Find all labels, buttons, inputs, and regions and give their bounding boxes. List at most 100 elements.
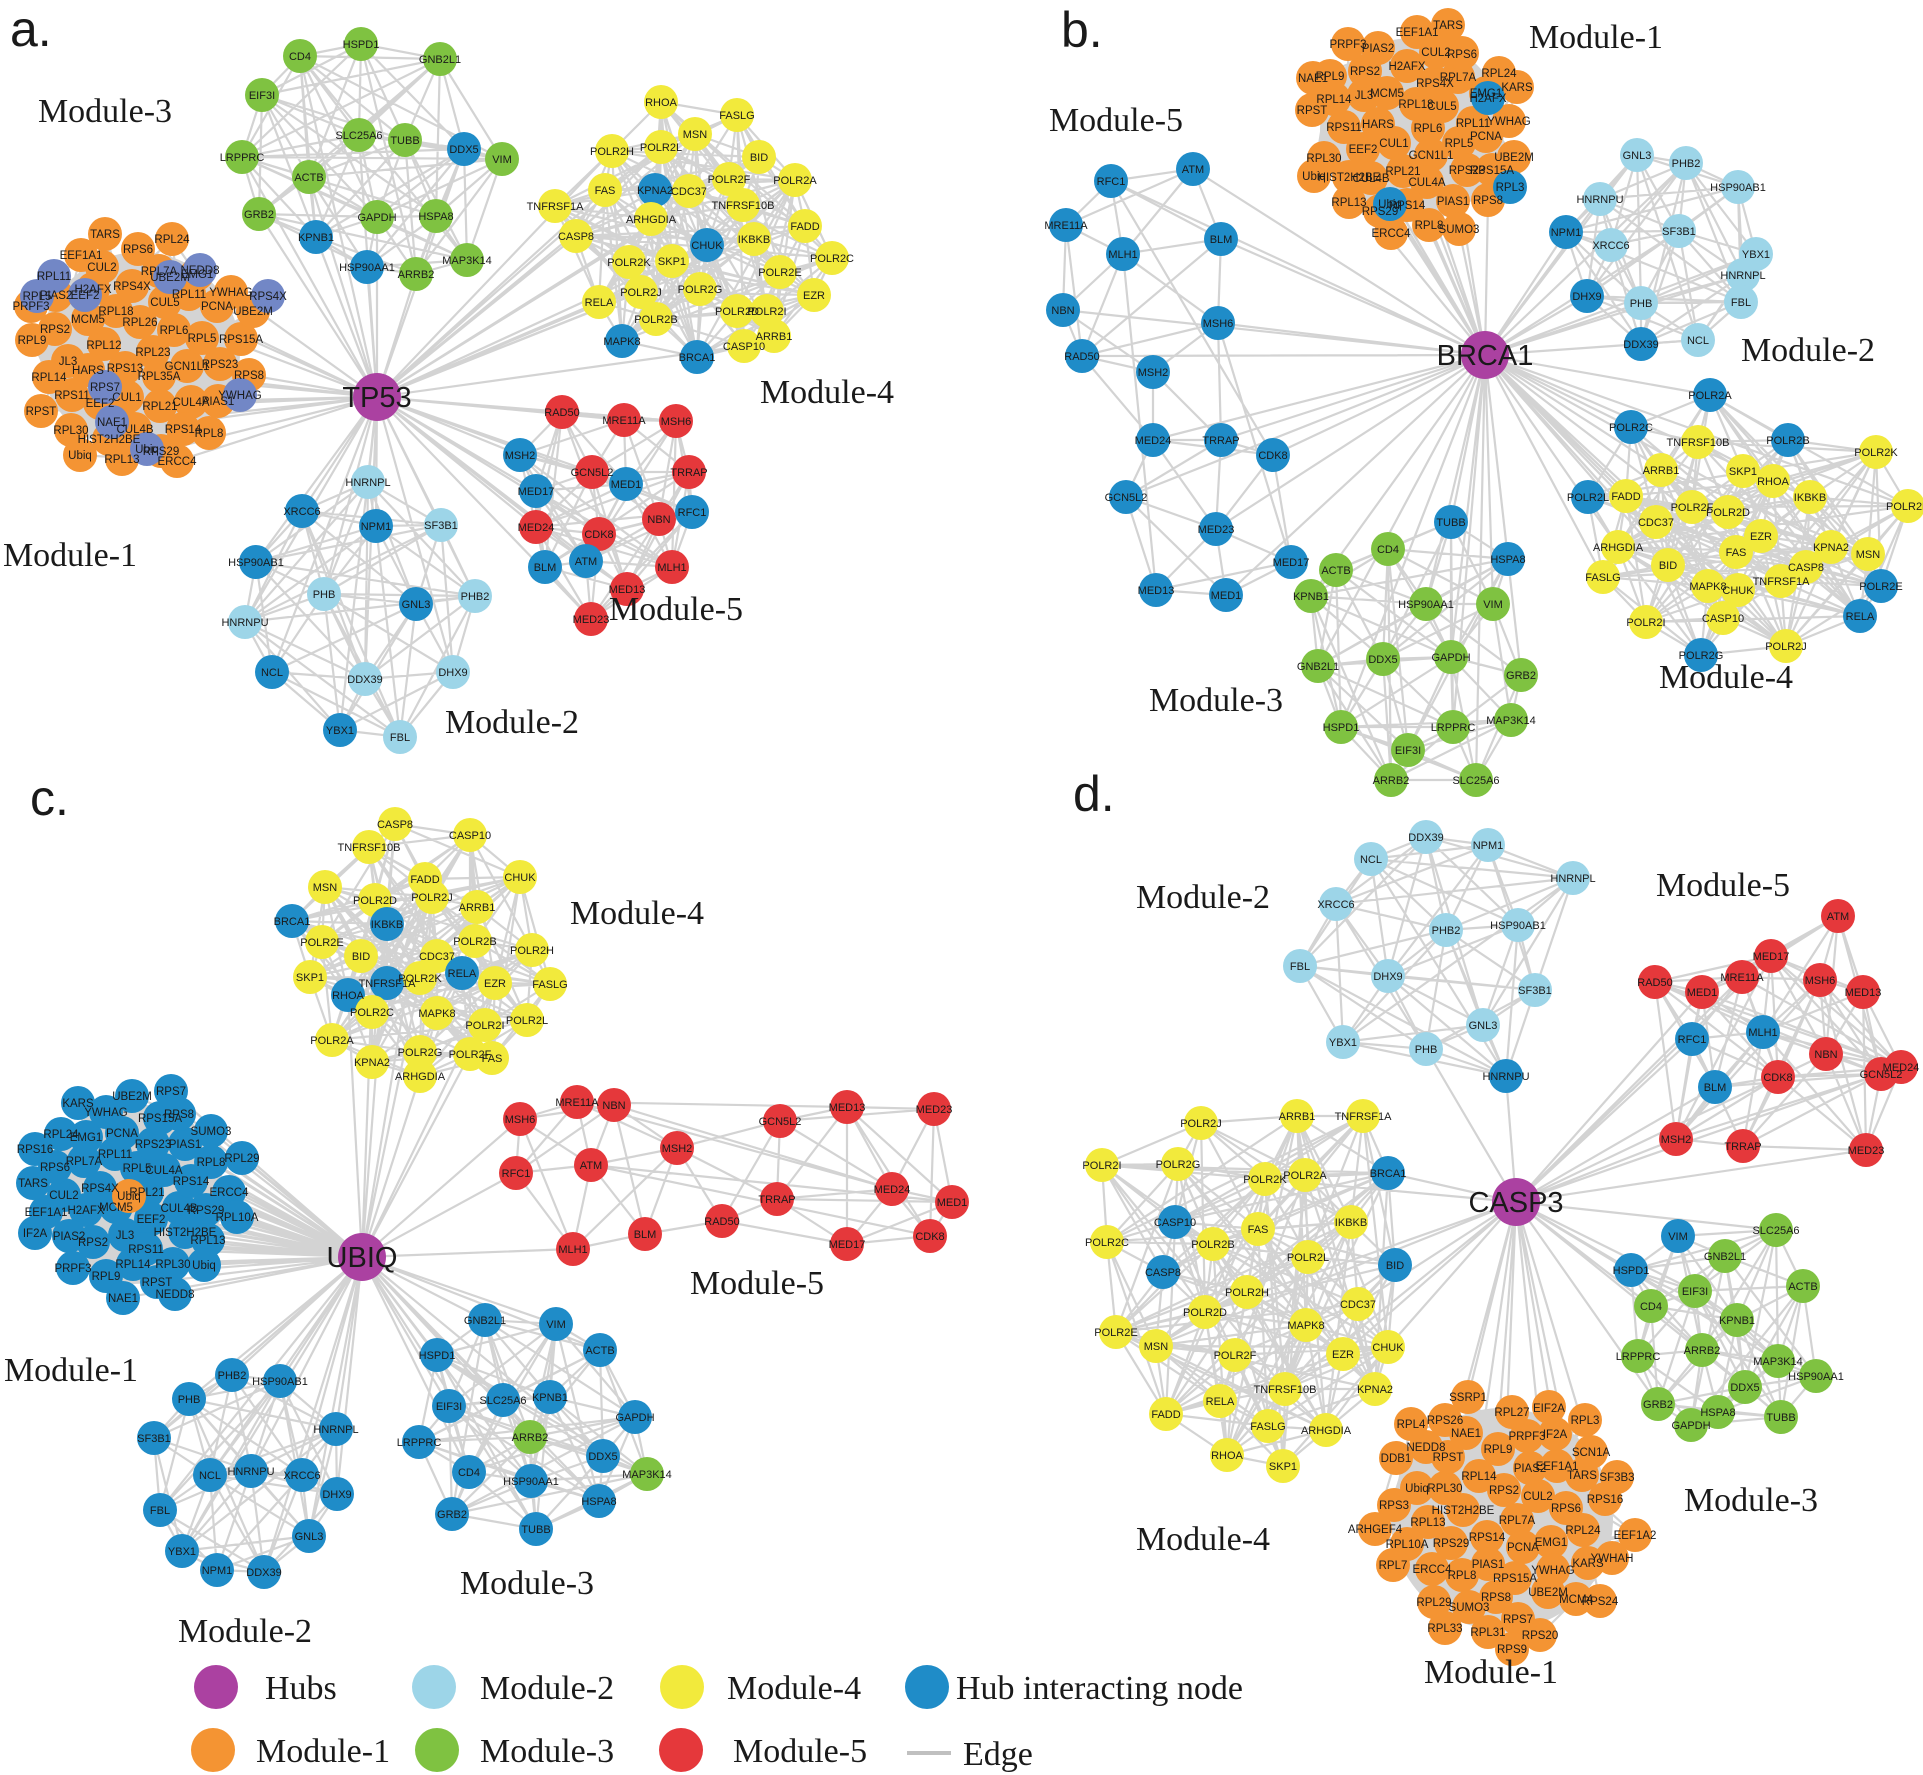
svg-text:FADD: FADD <box>1151 1409 1180 1421</box>
svg-text:SF3B1: SF3B1 <box>1518 985 1552 997</box>
svg-text:TRRAP: TRRAP <box>670 467 707 479</box>
svg-text:HNRNPU: HNRNPU <box>227 1466 274 1478</box>
svg-text:RPS20: RPS20 <box>1522 1630 1558 1642</box>
svg-text:HARS: HARS <box>72 365 104 377</box>
svg-text:RPL7A: RPL7A <box>141 266 178 278</box>
svg-text:UBE2M: UBE2M <box>1494 152 1534 164</box>
svg-text:POLR2B: POLR2B <box>453 936 496 948</box>
svg-text:HSP90AA1: HSP90AA1 <box>503 1476 559 1488</box>
svg-text:GRB2: GRB2 <box>1506 670 1536 682</box>
svg-text:ARRB2: ARRB2 <box>512 1432 549 1444</box>
svg-text:CHUK: CHUK <box>1372 1342 1404 1354</box>
svg-text:GAPDH: GAPDH <box>357 212 396 224</box>
svg-text:HNRNPL: HNRNPL <box>1720 270 1765 282</box>
svg-text:EEF1A2: EEF1A2 <box>1614 1530 1657 1542</box>
svg-text:RPL24: RPL24 <box>1565 1525 1601 1537</box>
svg-text:DDX5: DDX5 <box>588 1451 617 1463</box>
svg-text:RPS4X: RPS4X <box>1416 78 1454 90</box>
svg-text:Module-3: Module-3 <box>460 1565 594 1602</box>
svg-text:RPS16: RPS16 <box>1587 1494 1623 1506</box>
svg-text:RPL27: RPL27 <box>1494 1407 1529 1419</box>
svg-text:FADD: FADD <box>790 221 819 233</box>
svg-text:TNFRSF1A: TNFRSF1A <box>359 978 417 990</box>
svg-text:RPL26: RPL26 <box>122 317 157 329</box>
svg-text:POLR2D: POLR2D <box>353 895 397 907</box>
svg-text:Module-5: Module-5 <box>1049 102 1183 139</box>
svg-text:POLR2L: POLR2L <box>506 1015 548 1027</box>
svg-text:POLR2C: POLR2C <box>1085 1237 1129 1249</box>
svg-text:MLH1: MLH1 <box>657 562 686 574</box>
svg-text:RPS8: RPS8 <box>164 1109 194 1121</box>
svg-text:TNFRSF1A: TNFRSF1A <box>1753 576 1811 588</box>
svg-text:MSN: MSN <box>1144 1341 1169 1353</box>
svg-text:Module-4: Module-4 <box>1659 659 1793 696</box>
svg-text:Module-4: Module-4 <box>727 1670 861 1707</box>
svg-text:PHB2: PHB2 <box>1432 925 1461 937</box>
svg-text:TARS: TARS <box>90 229 120 241</box>
svg-text:SCN1A: SCN1A <box>1572 1447 1611 1459</box>
svg-text:CDK8: CDK8 <box>1258 450 1287 462</box>
svg-text:YWHAH: YWHAH <box>1591 1553 1634 1565</box>
svg-text:MED17: MED17 <box>829 1239 866 1251</box>
svg-text:NAE1: NAE1 <box>108 1293 138 1305</box>
svg-text:RHOA: RHOA <box>1757 476 1789 488</box>
svg-text:TNFRSF1A: TNFRSF1A <box>1335 1111 1393 1123</box>
svg-text:Ubiq: Ubiq <box>117 1191 141 1203</box>
svg-text:CUL2: CUL2 <box>1523 1491 1552 1503</box>
svg-text:POLR2I: POLR2I <box>465 1020 504 1032</box>
svg-text:FBL: FBL <box>390 732 410 744</box>
svg-text:EEF1A1: EEF1A1 <box>1396 27 1439 39</box>
svg-text:RAD50: RAD50 <box>704 1216 739 1228</box>
svg-text:MSH2: MSH2 <box>1138 367 1169 379</box>
svg-text:RPS8: RPS8 <box>234 370 264 382</box>
svg-text:DDX39: DDX39 <box>1408 832 1443 844</box>
svg-text:POLR2B: POLR2B <box>1766 435 1809 447</box>
svg-text:CUL2: CUL2 <box>49 1190 78 1202</box>
svg-text:DHX9: DHX9 <box>1572 291 1601 303</box>
svg-text:POLR2B: POLR2B <box>1191 1239 1234 1251</box>
svg-text:PHB2: PHB2 <box>1672 158 1701 170</box>
svg-text:UBE2M: UBE2M <box>150 272 190 284</box>
svg-text:CASP10: CASP10 <box>723 341 765 353</box>
svg-text:RPL11: RPL11 <box>1456 118 1490 130</box>
svg-text:GCN5L2: GCN5L2 <box>1860 1069 1903 1081</box>
svg-text:MSN: MSN <box>313 882 338 894</box>
svg-text:KARS: KARS <box>62 1098 94 1110</box>
svg-text:FBL: FBL <box>150 1505 170 1517</box>
svg-text:MED24: MED24 <box>518 522 555 534</box>
svg-text:RPS6: RPS6 <box>123 244 153 256</box>
svg-text:NCL: NCL <box>1360 854 1382 866</box>
svg-text:RPL21: RPL21 <box>142 401 177 413</box>
svg-text:CDC37: CDC37 <box>671 186 707 198</box>
svg-text:Module-4: Module-4 <box>760 374 894 411</box>
svg-text:HSP90AA1: HSP90AA1 <box>339 262 395 274</box>
svg-text:GNB2L1: GNB2L1 <box>419 54 461 66</box>
svg-text:RPS14: RPS14 <box>165 424 202 436</box>
svg-text:POLR2L: POLR2L <box>1287 1252 1329 1264</box>
svg-text:MED23: MED23 <box>1198 524 1235 536</box>
svg-text:CUL5: CUL5 <box>1427 101 1456 113</box>
svg-text:RPST: RPST <box>1433 1452 1464 1464</box>
svg-text:CASP10: CASP10 <box>1154 1217 1196 1229</box>
svg-text:RPS11: RPS11 <box>128 1244 164 1256</box>
svg-text:POLR2A: POLR2A <box>773 175 817 187</box>
svg-text:TRRAP: TRRAP <box>758 1194 795 1206</box>
svg-text:CASP8: CASP8 <box>1145 1267 1181 1279</box>
svg-text:UBE2M: UBE2M <box>1528 1587 1568 1599</box>
svg-text:GCN1L1: GCN1L1 <box>1409 150 1454 162</box>
svg-text:GNL3: GNL3 <box>1623 150 1652 162</box>
svg-text:PHB: PHB <box>1630 298 1653 310</box>
svg-text:XRCC6: XRCC6 <box>1317 899 1354 911</box>
svg-text:ATM: ATM <box>1182 164 1204 176</box>
svg-text:RPL3: RPL3 <box>1496 182 1525 194</box>
svg-text:NBN: NBN <box>1051 305 1074 317</box>
svg-text:ERCC4: ERCC4 <box>210 1187 250 1199</box>
svg-text:TNFRSF1A: TNFRSF1A <box>527 201 585 213</box>
svg-text:Module-2: Module-2 <box>445 704 579 741</box>
svg-text:PIAS2: PIAS2 <box>53 1231 86 1243</box>
svg-text:FADD: FADD <box>410 874 439 886</box>
svg-text:TUBB: TUBB <box>1436 517 1465 529</box>
svg-text:KPNA2: KPNA2 <box>1357 1384 1393 1396</box>
svg-text:GNL3: GNL3 <box>402 599 431 611</box>
svg-text:Module-1: Module-1 <box>256 1733 390 1770</box>
